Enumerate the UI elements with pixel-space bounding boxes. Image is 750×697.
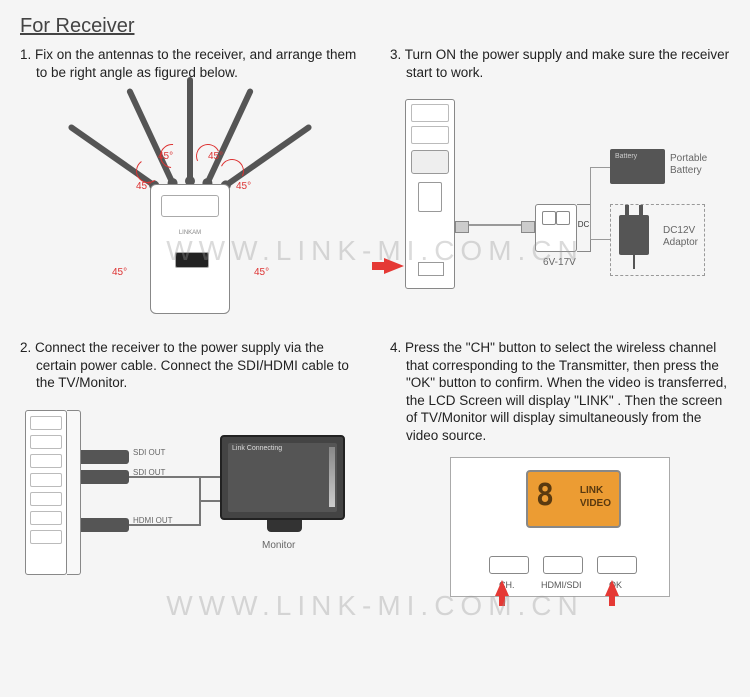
lcd-channel: 8: [536, 478, 554, 513]
battery-icon: Battery: [610, 149, 665, 184]
hdmi-sdi-button[interactable]: [543, 556, 583, 574]
lcd-screen-icon: 8 LINK VIDEO: [526, 470, 621, 528]
step-1: 1. Fix on the antennas to the receiver, …: [20, 46, 360, 329]
angle-label: 45°: [254, 267, 269, 278]
page-title: For Receiver: [20, 15, 730, 38]
angle-label: 45°: [158, 151, 173, 162]
cable-icon: [455, 224, 535, 234]
lcd-line1: LINK: [580, 485, 603, 496]
hdmi-sdi-button-label: HDMI/SDI: [541, 580, 582, 590]
angle-label: 45°: [236, 181, 251, 192]
receiver-body-icon: LINKAM: [150, 184, 230, 314]
power-diagram: DC 6V-17V Battery Portable Battery DC12V…: [395, 89, 725, 319]
antenna-icon: [187, 77, 193, 182]
closeup-panel: 8 LINK VIDEO CH. HDMI/SDI OK: [450, 457, 670, 597]
step-1-text: 1. Fix on the antennas to the receiver, …: [20, 46, 360, 81]
battery-label: Portable Battery: [670, 153, 707, 177]
hdmi-connector-icon: [81, 518, 129, 532]
monitor-label: Monitor: [262, 540, 295, 551]
step-3-text: 3. Turn ON the power supply and make sur…: [390, 46, 730, 81]
step-4-text: 4. Press the "CH" button to select the w…: [390, 339, 730, 444]
lcd-buttons-diagram: 8 LINK VIDEO CH. HDMI/SDI OK: [420, 452, 700, 622]
receiver-logo: LINKAM: [151, 230, 229, 236]
step-4: 4. Press the "CH" button to select the w…: [390, 339, 730, 622]
monitor-screen-text: Link Connecting: [232, 445, 282, 452]
step-3: 3. Turn ON the power supply and make sur…: [390, 46, 730, 329]
arrow-up-icon: [605, 580, 619, 596]
ok-button[interactable]: [597, 556, 637, 574]
step-2: 2. Connect the receiver to the power sup…: [20, 339, 360, 622]
ch-button[interactable]: [489, 556, 529, 574]
monitor-icon: Link Connecting: [220, 435, 345, 520]
battery-text: Battery: [615, 153, 637, 160]
dc-range-label: 6V-17V: [543, 257, 576, 268]
angle-label: 45°: [208, 151, 223, 162]
dc-connector-icon: [535, 204, 577, 252]
adaptor-icon: [619, 215, 649, 255]
monitor-connection-diagram: SDI OUT SDI OUT HDMI OUT Link Connecting…: [25, 400, 355, 590]
sdi-out-label: SDI OUT: [133, 448, 165, 457]
sdi-connector-icon: [81, 450, 129, 464]
receiver-antenna-diagram: 45° 45° 45° 45° 45° 45° LINKAM: [50, 89, 330, 329]
arrow-up-icon: [495, 580, 509, 596]
dc-side-label: DC: [577, 204, 591, 252]
lcd-line2: VIDEO: [580, 498, 611, 509]
adaptor-label: DC12V Adaptor: [663, 225, 698, 249]
adaptor-box: DC12V Adaptor: [610, 204, 705, 276]
angle-label: 45°: [112, 267, 127, 278]
receiver-side-icon: [405, 99, 455, 289]
power-arrow-icon: [384, 258, 404, 274]
angle-label: 45°: [136, 181, 151, 192]
receiver-ports-icon: [25, 410, 67, 575]
step-2-text: 2. Connect the receiver to the power sup…: [20, 339, 360, 392]
sdi-connector-icon: [81, 470, 129, 484]
